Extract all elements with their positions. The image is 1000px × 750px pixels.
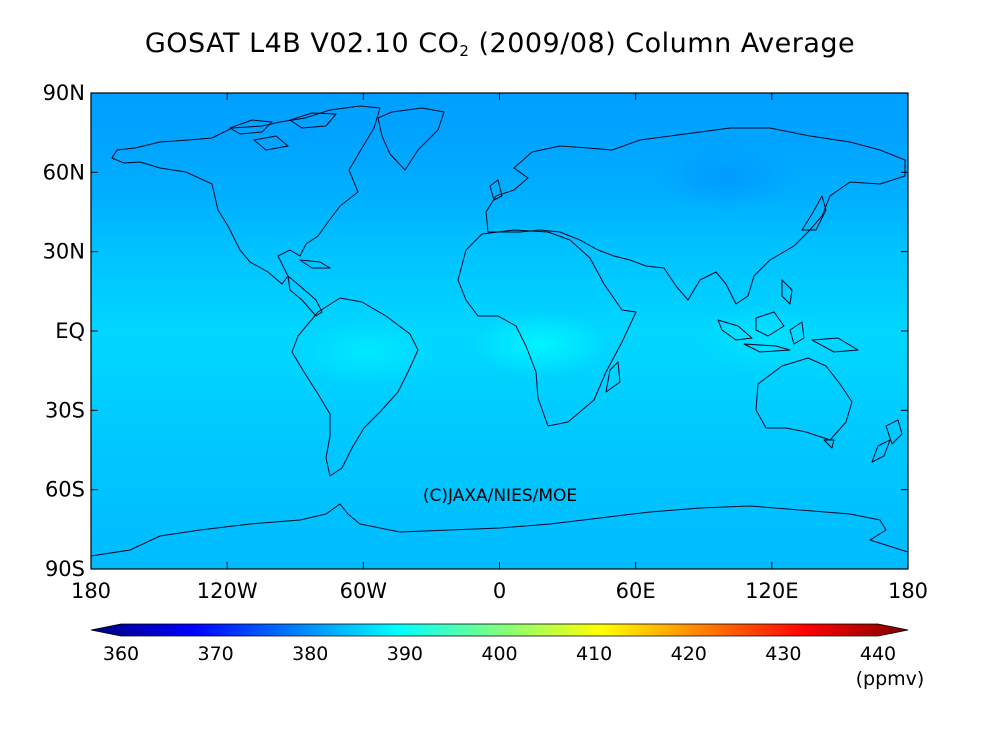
- lon-label: 180: [71, 579, 111, 603]
- colorbar-tick-label: 400: [481, 643, 517, 665]
- colorbar-tick-label: 410: [576, 643, 612, 665]
- lat-label: 60S: [45, 478, 85, 502]
- lat-label: 30N: [43, 240, 85, 264]
- co2-field-anomalies: [297, 145, 831, 385]
- lat-label: 90N: [43, 81, 85, 105]
- title-prefix: GOSAT L4B V02.10 CO: [144, 28, 460, 59]
- field-anomaly: [690, 306, 831, 371]
- title-suffix: (2009/08) Column Average: [469, 28, 856, 59]
- lon-label: 180: [888, 579, 928, 603]
- colorbar-tick-label: 380: [292, 643, 328, 665]
- colorbar-tick-label: 370: [197, 643, 233, 665]
- lat-label: 90S: [45, 557, 85, 581]
- colorbar-ticks: 360 370 380 390 400 410 420 430 440: [103, 643, 896, 665]
- lon-label: 120W: [197, 579, 258, 603]
- field-anomaly: [470, 312, 611, 377]
- colorbar-tick-label: 430: [765, 643, 801, 665]
- colorbar-body: [90, 623, 909, 637]
- colorbar-tick-label: 390: [387, 643, 423, 665]
- colorbar-tick-label: 420: [671, 643, 707, 665]
- field-anomaly: [297, 320, 438, 385]
- lon-label: 60W: [340, 579, 388, 603]
- lat-label: EQ: [55, 319, 85, 343]
- lon-label: 120E: [745, 579, 798, 603]
- colorbar: 360 370 380 390 400 410 420 430 440 (ppmv): [90, 623, 925, 690]
- lat-label: 30S: [45, 398, 85, 422]
- lat-label: 60N: [43, 160, 85, 184]
- latitude-axis: 90N 60N 30N EQ 30S 60S 90S: [43, 81, 908, 581]
- colorbar-tick-label: 440: [860, 643, 896, 665]
- map-title: GOSAT L4B V02.10 CO2 (2009/08) Column Av…: [0, 28, 1000, 60]
- lon-label: 60E: [616, 579, 656, 603]
- colorbar-unit: (ppmv): [856, 668, 925, 690]
- lon-label: 0: [493, 579, 506, 603]
- field-anomaly: [656, 145, 797, 210]
- credit-text: (C)JAXA/NIES/MOE: [423, 486, 577, 506]
- colorbar-tick-label: 360: [103, 643, 139, 665]
- longitude-axis: 180 120W 60W 0 60E 120E 180: [71, 93, 928, 603]
- title-subscript: 2: [459, 42, 470, 60]
